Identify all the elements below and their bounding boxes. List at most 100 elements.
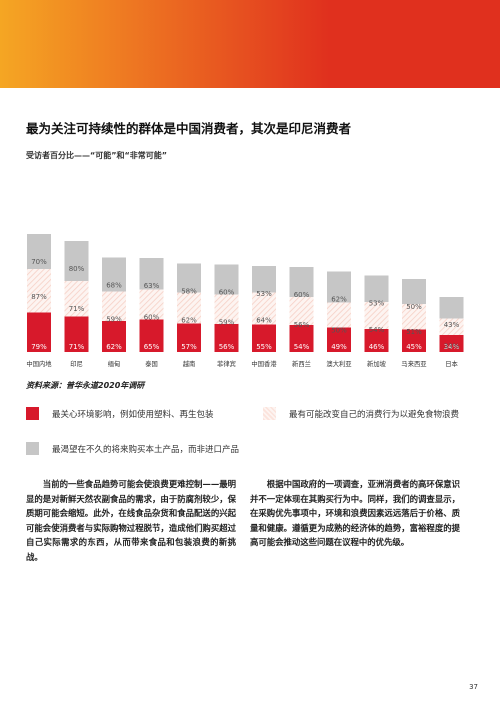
data-label: 60% <box>144 314 160 322</box>
data-label: 51% <box>406 328 422 336</box>
bar-food-waste <box>327 302 351 328</box>
legend-label: 最渴望在不久的将来购买本土产品，而非进口产品 <box>52 444 240 455</box>
data-label: 63% <box>144 282 160 290</box>
data-label: 59% <box>219 319 235 327</box>
data-label: 43% <box>444 321 460 329</box>
body-text-left: 当前的一些食品趋势可能会使浪费更难控制——最明显的是对新鲜天然农副食品的需求，由… <box>26 479 236 562</box>
bar-local-products <box>364 275 389 302</box>
category-label: 新西兰 <box>292 359 311 368</box>
category-label: 泰国 <box>145 359 158 368</box>
bar-environment <box>252 324 276 352</box>
bar-environment <box>439 335 464 352</box>
data-label: 60% <box>294 291 310 299</box>
bar-local-products <box>177 263 201 293</box>
bar-food-waste <box>214 294 239 324</box>
data-label: 53% <box>256 290 272 298</box>
page-number: 37 <box>469 683 478 691</box>
data-label: 71% <box>69 305 85 313</box>
data-label: 50% <box>331 327 347 335</box>
category-label: 中国香港 <box>251 359 277 368</box>
stacked-bar-chart: 79% 87% 70% 中国内地 71% 71% 80% 印尼 62% 59% 68% 缅甸 65% 60… <box>26 234 464 368</box>
data-label: 62% <box>181 317 197 325</box>
data-label: 62% <box>106 343 122 351</box>
bar-environment <box>402 329 426 352</box>
data-label: 71% <box>69 343 85 351</box>
bar-local-products <box>102 257 126 292</box>
legend-label: 最关心环境影响，例如使用塑料、再生包装 <box>52 409 214 420</box>
data-label: 50% <box>406 303 422 311</box>
data-label: 79% <box>31 343 47 351</box>
data-label: 57% <box>181 343 197 351</box>
category-label: 缅甸 <box>108 359 121 368</box>
data-label: 64% <box>256 317 272 325</box>
bar-environment <box>102 321 126 352</box>
bar-environment <box>139 319 164 352</box>
data-label: 54% <box>294 343 310 351</box>
legend-item-local-products: 最渴望在不久的将来购买本土产品，而非进口产品 <box>26 442 239 455</box>
data-label: 65% <box>144 343 160 351</box>
category-label: 菲律宾 <box>217 359 236 368</box>
data-label: 80% <box>69 265 85 273</box>
bar-food-waste <box>102 291 126 321</box>
data-label: 62% <box>331 296 347 304</box>
body-text-right: 根据中国政府的一项调查，亚洲消费者的高环保意识并不一定体现在其购买行为中。同样，… <box>250 479 460 548</box>
data-label: 49% <box>331 343 347 351</box>
bar-local-products <box>64 241 89 281</box>
data-label: 53% <box>369 300 385 308</box>
bar-local-products <box>252 266 276 293</box>
bar-local-products <box>139 258 164 290</box>
data-label: 33% <box>444 343 460 351</box>
category-label: 越南 <box>183 359 196 368</box>
legend-item-food-waste: 最有可能改变自己的消费行为以避免食物浪费 <box>263 407 459 420</box>
bar-food-waste <box>402 304 426 330</box>
bar-environment <box>27 312 51 352</box>
header-gradient <box>0 0 330 88</box>
category-label: 澳大利亚 <box>326 359 352 368</box>
data-label: 34% <box>444 343 460 351</box>
bar-food-waste <box>252 292 276 325</box>
legend-swatch-grey <box>26 442 39 455</box>
chart-source: 资料来源：普华永道2020年调研 <box>26 381 145 390</box>
data-label: 56% <box>219 343 235 351</box>
bar-local-products <box>27 234 51 269</box>
bar-food-waste <box>364 302 389 329</box>
data-label: 70% <box>31 258 47 266</box>
legend-swatch-hatched <box>263 407 276 420</box>
bar-food-waste <box>139 289 164 320</box>
bar-food-waste <box>64 281 89 317</box>
bar-local-products <box>439 297 464 319</box>
bar-environment <box>327 327 351 352</box>
data-label: 46% <box>369 343 385 351</box>
data-label: 58% <box>181 288 197 296</box>
data-label: 45% <box>406 343 422 351</box>
data-label: 87% <box>31 293 47 301</box>
bar-food-waste <box>177 292 201 324</box>
legend-label: 最有可能改变自己的消费行为以避免食物浪费 <box>289 409 460 420</box>
bar-local-products <box>402 279 426 304</box>
category-label: 中国内地 <box>26 359 52 368</box>
bar-environment <box>64 316 89 352</box>
category-label: 印尼 <box>70 360 83 368</box>
bar-local-products <box>327 271 351 303</box>
bar-food-waste <box>439 318 464 335</box>
bar-food-waste <box>289 297 314 325</box>
data-label: 60% <box>219 289 235 297</box>
chart-subtitle: 受访者百分比——“可能”和“非常可能” <box>26 151 168 160</box>
category-label: 新加坡 <box>367 359 387 368</box>
header-banner <box>0 0 500 88</box>
bar-local-products <box>214 264 239 295</box>
bar-local-products <box>289 267 314 297</box>
data-label: 54% <box>369 326 385 334</box>
bar-food-waste <box>27 269 51 313</box>
legend-swatch-red <box>26 407 39 420</box>
data-label: 68% <box>106 282 122 290</box>
legend-item-environment: 最关心环境影响，例如使用塑料、再生包装 <box>26 407 214 420</box>
bar-environment <box>289 325 314 352</box>
category-label: 马来西亚 <box>401 360 427 368</box>
data-label: 55% <box>256 343 272 351</box>
page-title: 最为关注可持续性的群体是中国消费者，其次是印尼消费者 <box>26 121 352 136</box>
data-label: 56% <box>294 321 310 329</box>
bar-environment <box>364 329 389 352</box>
bar-environment <box>177 323 201 352</box>
category-label: 日本 <box>445 359 458 368</box>
